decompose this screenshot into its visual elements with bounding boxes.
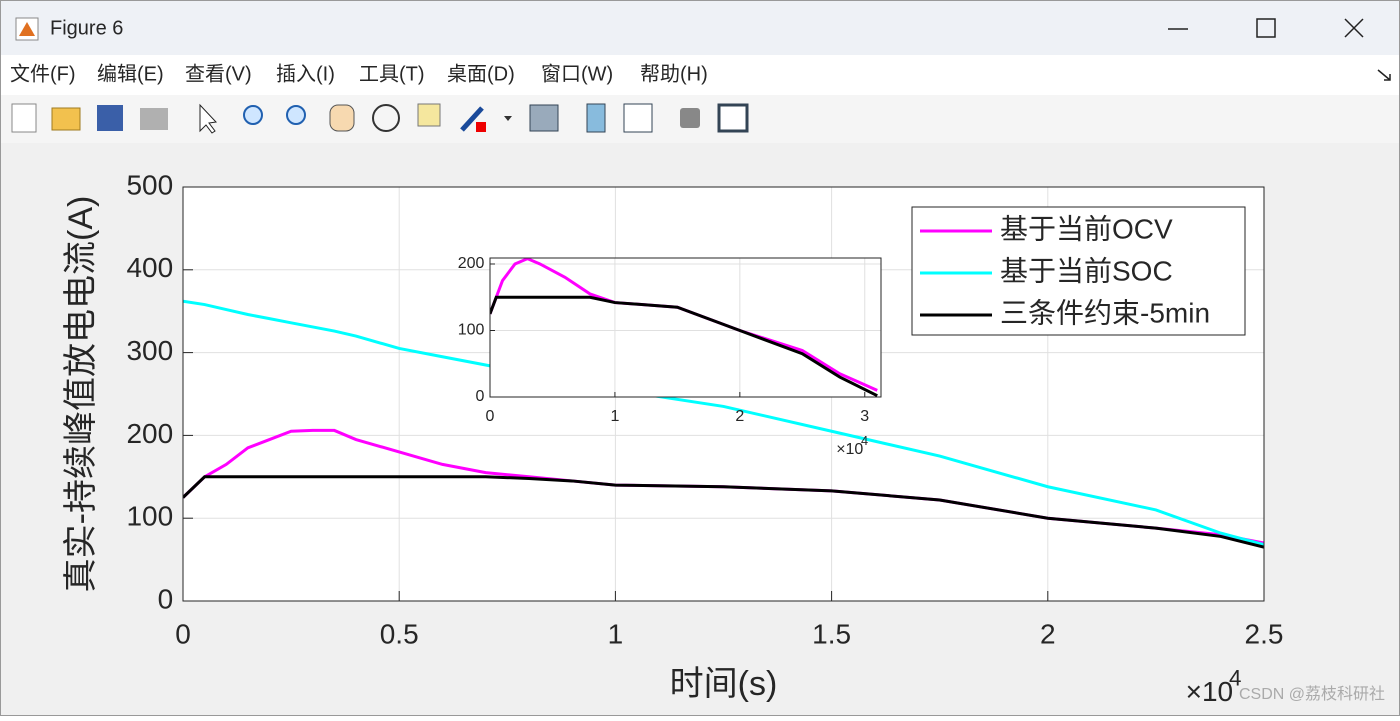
menu-item[interactable]: 编辑(E) [97,62,164,85]
plot-area [490,258,881,397]
series-line [490,258,878,392]
hide-tools-icon[interactable] [680,108,700,128]
maximize-button[interactable] [1256,18,1276,38]
menu-item[interactable]: 工具(T) [359,63,425,85]
y-tick-label: 100 [458,322,485,339]
y-tick-label: 0 [158,583,174,614]
y-tick-label: 400 [126,252,173,283]
menu-item[interactable]: 查看(V) [185,62,252,85]
toolbar-icons [11,103,749,134]
watermark: CSDN @荔枝科研社 [1239,685,1385,703]
axes-box [182,186,1265,602]
series-line [183,299,1264,547]
axes: 0 0.5 1 1.5 2 2.50100200300400500时间(s)真实-持续峰值… [62,169,1283,706]
x-scale-base: ×10 [1186,676,1234,707]
y-tick-label: 200 [126,418,173,449]
legend: 基于当前OCV 基于当前SOC 三条件约束-5min [911,206,1246,336]
brush-icon[interactable] [460,106,484,132]
save-icon[interactable] [97,105,123,131]
dock-arrow[interactable] [1377,69,1391,81]
y-tick-label: 500 [126,169,173,200]
x-tick-label: 1.5 [812,618,851,649]
axes-box [489,257,882,398]
x-tick-label: 1 [608,618,624,649]
series-line [183,475,1264,549]
axes: 0 1 2 3 0 100 200 ×104 [458,255,882,458]
menu-item[interactable]: 插入(I) [276,62,335,85]
menu-item[interactable]: 桌面(D) [447,62,515,85]
x-tick-label: 1 [610,408,619,425]
open-icon[interactable] [51,107,81,131]
x-scale-exponent: 4 [1229,665,1241,690]
zoom-out-icon[interactable] [286,105,306,125]
menu-item[interactable]: 文件(F) [10,62,76,85]
x-tick-label: 2 [735,408,744,425]
datatip-icon[interactable] [417,103,441,127]
window-title: Figure 6 [50,17,123,39]
x-scale-base: ×10 [836,441,863,458]
menu-item[interactable]: 窗口(W) [541,62,613,85]
legend-icon[interactable] [623,103,653,133]
brush-dropdown[interactable] [504,116,512,121]
x-tick-label: 0 [175,618,191,649]
legend-label: 基于当前SOC [1000,255,1173,286]
x-tick-label: 0 [486,408,495,425]
link-icon[interactable] [529,104,559,132]
new-icon[interactable] [11,103,37,133]
x-tick-label: 2 [1040,618,1056,649]
y-tick-label: 200 [458,255,485,272]
print-icon[interactable] [140,108,168,130]
menu-item[interactable]: 帮助(H) [640,62,708,85]
zoom-in-icon[interactable] [243,105,263,125]
dock-icon[interactable] [717,103,749,133]
x-tick-label: 3 [860,408,869,425]
close-button[interactable] [1344,18,1364,38]
menu-bar [0,55,1400,95]
brush-color [476,122,486,132]
y-tick-label: 100 [126,501,173,532]
y-tick-label: 300 [126,335,173,366]
y-axis-label: 真实-持续峰值放电电流(A) [62,196,100,593]
pan-icon[interactable] [329,104,355,132]
select-icon[interactable] [199,103,218,134]
rotate-icon[interactable] [372,104,400,132]
x-tick-label: 0.5 [380,618,419,649]
x-axis-label: 时间(s) [670,665,778,703]
y-tick-label: 0 [475,388,484,405]
x-scale-exponent: 4 [861,433,868,448]
series-line [490,295,878,397]
legend-label: 三条件约束-5min [1000,297,1210,328]
app-icon [15,17,39,41]
x-tick-label: 2.5 [1245,618,1284,649]
legend-label: 基于当前OCV [1000,213,1173,244]
title-bar [0,0,1400,55]
colorbar-icon[interactable] [586,103,606,133]
